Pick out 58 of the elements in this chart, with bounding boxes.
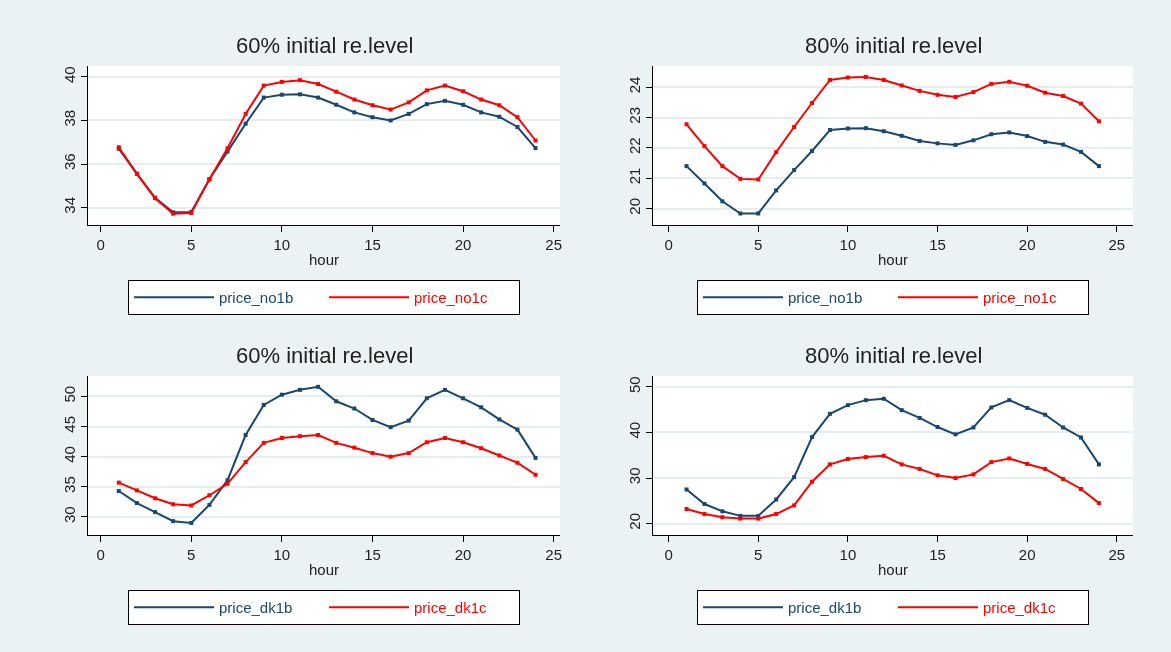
x-tick-label: 15 [364,546,381,563]
chart-title: 60% initial re.level [236,343,414,368]
y-tick-label: 23 [626,106,643,124]
y-tick-label: 35 [61,476,78,493]
x-axis-title: hour [308,561,340,578]
x-tick-label: 25 [545,236,562,253]
chart-title: 80% initial re.level [805,343,983,368]
text: price_dk1c [983,599,1057,617]
y-tick-label: 30 [626,467,643,485]
x-tick-label: 25 [1108,546,1126,563]
x-tick-label: 25 [545,546,562,563]
chart-title: 80% initial re.level [805,33,983,58]
x-tick-label: 5 [754,546,763,563]
y-tick-label: 30 [61,506,78,524]
x-tick-label: 15 [364,236,381,253]
text: price_dk1b [788,599,862,617]
y-tick-label: 40 [61,66,78,83]
x-tick-label: 10 [273,236,291,253]
y-tick-label: 22 [626,137,643,155]
x-tick-label: 5 [187,236,196,253]
x-tick-label: 0 [96,236,105,253]
x-tick-label: 5 [754,236,763,253]
y-tick-label: 20 [626,198,643,215]
x-axis-title: hour [308,251,340,268]
y-tick-label: 36 [61,153,78,171]
y-tick-label: 45 [61,416,78,433]
y-tick-label: 38 [61,109,78,127]
text: price_dk1c [414,599,488,617]
y-tick-label: 50 [61,385,78,403]
text: price_no1c [983,289,1057,307]
y-tick-label: 50 [626,376,643,394]
x-tick-label: 20 [454,546,472,563]
y-tick-label: 21 [626,167,643,185]
x-tick-label: 10 [839,236,857,253]
text: price_no1b [788,289,863,307]
y-tick-label: 40 [61,446,78,463]
x-tick-label: 0 [664,546,673,563]
x-tick-label: 0 [96,546,105,563]
y-tick-label: 34 [61,196,78,214]
y-tick-label: 20 [626,513,643,530]
x-tick-label: 10 [839,546,857,563]
x-tick-label: 20 [1018,236,1036,253]
y-tick-label: 40 [626,421,643,439]
chart-title: 60% initial re.level [236,33,414,58]
x-tick-label: 20 [1018,546,1036,563]
x-axis-title: hour [877,251,909,268]
x-tick-label: 25 [1108,236,1126,253]
text: price_no1b [219,289,294,307]
x-tick-label: 15 [929,546,946,563]
x-tick-label: 15 [929,236,946,253]
x-tick-label: 10 [273,546,291,563]
text: price_no1c [414,289,488,307]
x-axis-title: hour [877,561,909,578]
y-tick-label: 24 [626,76,643,94]
x-tick-label: 5 [187,546,196,563]
x-tick-label: 20 [454,236,472,253]
x-tick-label: 0 [664,236,673,253]
text: price_dk1b [219,599,293,617]
